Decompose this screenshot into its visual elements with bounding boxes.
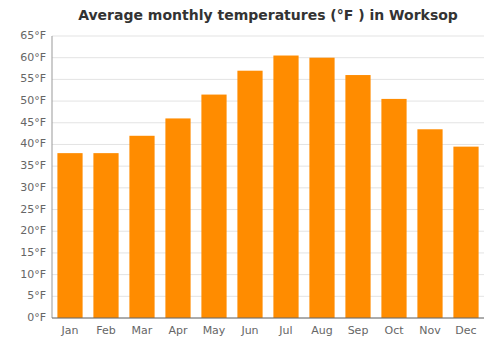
bar: [381, 99, 406, 318]
y-tick-label: 5°F: [27, 289, 46, 302]
y-tick-label: 25°F: [20, 203, 46, 216]
grid-line: [52, 122, 484, 123]
x-tick-label: Jan: [61, 324, 79, 337]
grid-line: [52, 36, 484, 37]
y-tick-label: 15°F: [20, 246, 46, 259]
bar: [129, 136, 154, 318]
x-tick-label: Jul: [278, 324, 292, 337]
title: Average monthly temperatures (°F ) in Wo…: [78, 7, 458, 23]
x-tick-label: Feb: [96, 324, 115, 337]
y-tick-label: 65°F: [20, 29, 46, 42]
y-tick-label: 20°F: [20, 224, 46, 237]
y-tick-label: 50°F: [20, 94, 46, 107]
x-tick-label: Apr: [168, 324, 188, 337]
bar: [273, 56, 298, 318]
bar: [93, 153, 118, 318]
grid-line: [52, 79, 484, 80]
y-tick-label: 60°F: [20, 51, 46, 64]
x-axis: Jan Feb Mar Apr May Jun Jul Aug Sep Oct Nov Dec: [61, 324, 477, 337]
x-tick-label: Nov: [419, 324, 441, 337]
bar: [309, 58, 334, 318]
bar: [237, 71, 262, 318]
grid-line: [52, 57, 484, 58]
y-tick-label: 40°F: [20, 137, 46, 150]
x-tick-label: Aug: [311, 324, 332, 337]
bar: [165, 118, 190, 318]
y-axis: 0°F 5°F 10°F 15°F 20°F 25°F 30°F 35°F 40°F 45°F 50…: [20, 29, 484, 324]
y-tick-label: 10°F: [20, 268, 46, 281]
x-tick-label: Mar: [132, 324, 153, 337]
x-axis-line: [52, 318, 484, 319]
chart: Average monthly temperatures (°F ) in Wo…: [0, 0, 500, 350]
bar: [345, 75, 370, 318]
x-tick-label: May: [203, 324, 226, 337]
grid-line: [52, 318, 484, 319]
bars: [57, 56, 478, 318]
y-tick-label: 45°F: [20, 116, 46, 129]
chart-container: Average monthly temperatures (°F ) in Wo…: [0, 0, 500, 350]
grid-line: [52, 101, 484, 102]
bar: [57, 153, 82, 318]
bar: [201, 95, 226, 318]
y-tick-label: 30°F: [20, 181, 46, 194]
x-tick-label: Sep: [348, 324, 369, 337]
bar: [417, 129, 442, 318]
y-tick-label: 35°F: [20, 159, 46, 172]
x-tick-label: Dec: [455, 324, 476, 337]
y-tick-label: 55°F: [20, 72, 46, 85]
bar: [453, 147, 478, 318]
y-tick-label: 0°F: [27, 311, 46, 324]
x-tick-label: Jun: [240, 324, 258, 337]
x-tick-label: Oct: [384, 324, 404, 337]
y-axis-line: [52, 36, 53, 318]
